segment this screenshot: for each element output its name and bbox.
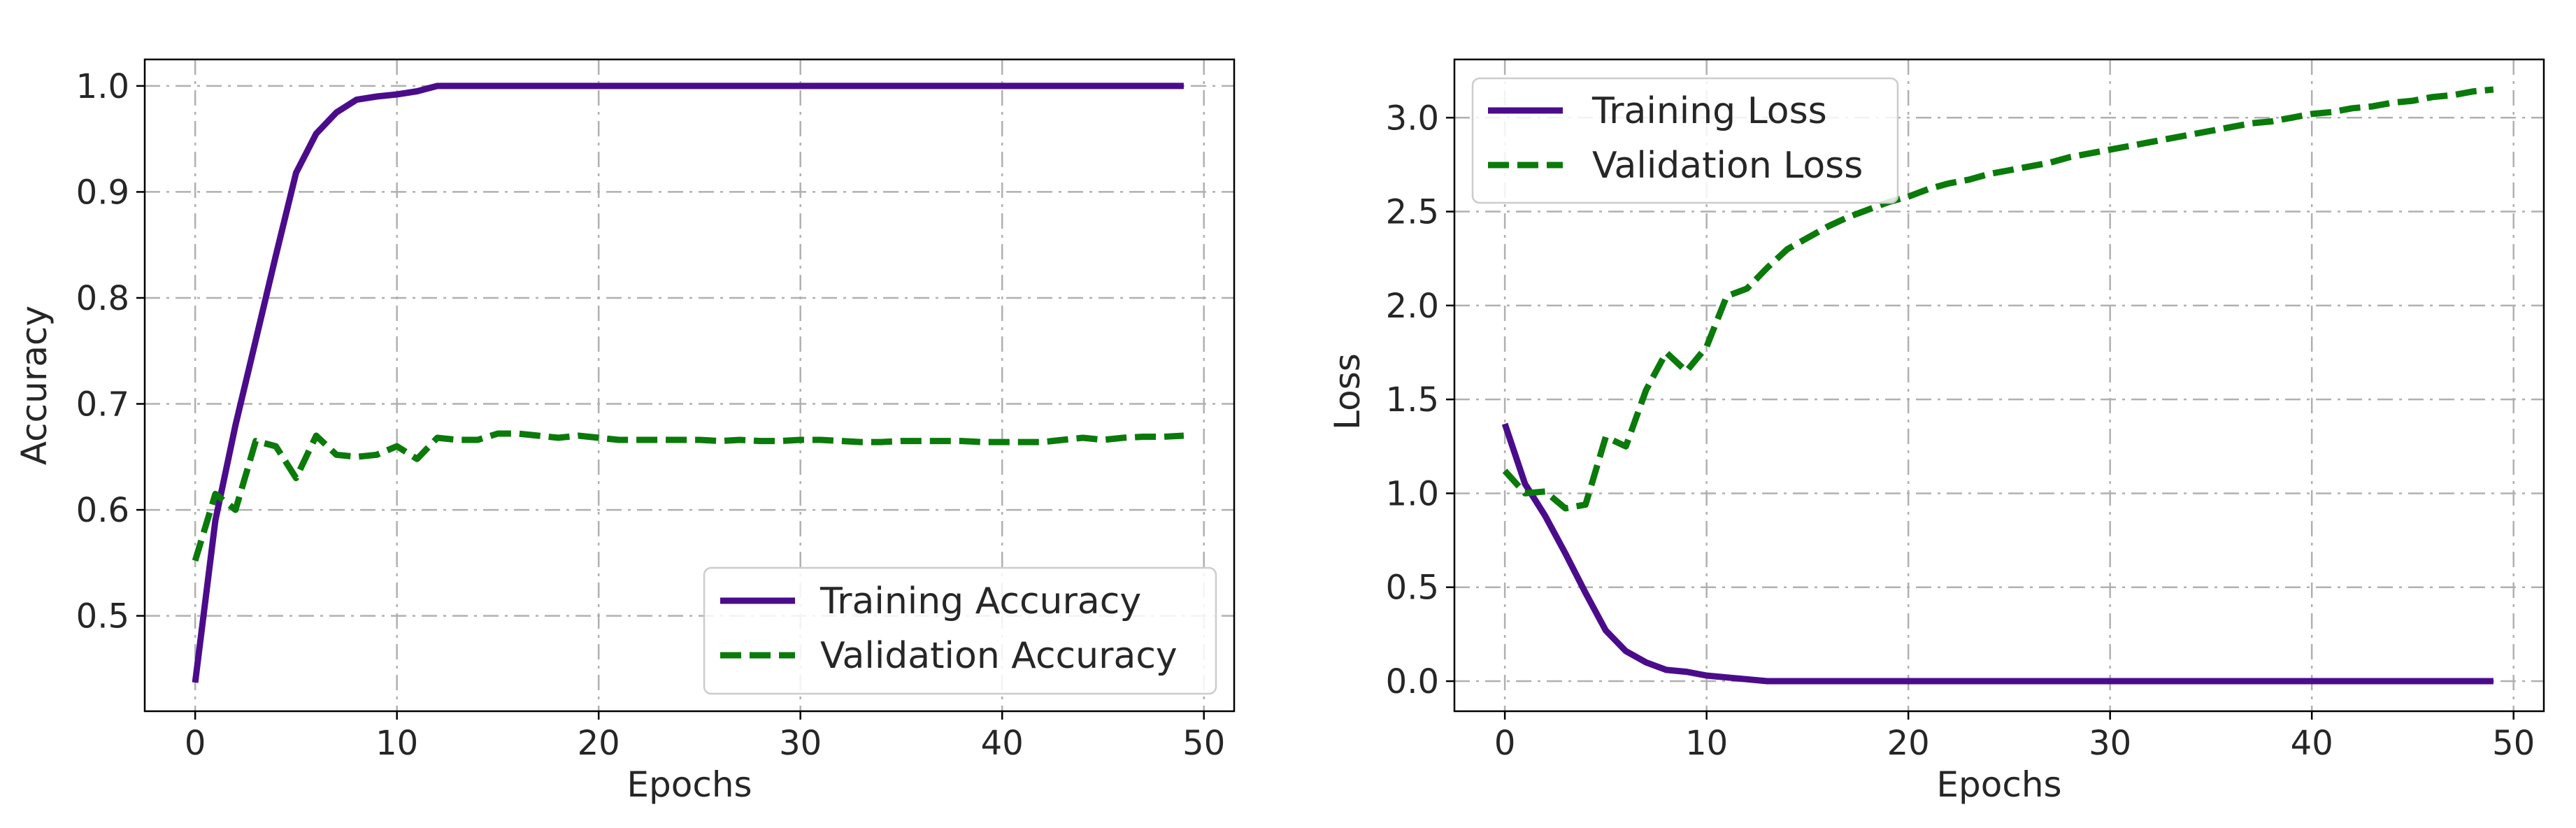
loss-x-tick-label: 50 (2492, 724, 2535, 763)
loss-x-tick-label: 30 (2089, 724, 2131, 763)
accuracy-y-tick-label: 1.0 (76, 67, 129, 106)
accuracy-y-tick-label: 0.8 (76, 279, 129, 318)
loss-legend: Training Loss Validation Loss (1471, 77, 1899, 204)
loss-y-tick-label: 0.0 (1386, 662, 1439, 701)
loss-x-tick-label: 10 (1685, 724, 1728, 763)
accuracy-legend-validation-label: Validation Accuracy (820, 635, 1178, 677)
loss-y-tick-label: 1.0 (1386, 474, 1439, 513)
accuracy-y-tick-label: 0.7 (76, 385, 129, 424)
accuracy-legend-box (703, 566, 1217, 695)
loss-y-tick-label: 0.5 (1386, 569, 1439, 608)
loss-chart: 0 10 20 30 40 500.00.51.01.52.02.53.0 Epochs … (1327, 58, 2545, 805)
accuracy-series-training-line (192, 83, 1184, 683)
loss-x-tick-label: 0 (1494, 724, 1516, 763)
accuracy-x-tick-label: 20 (578, 724, 620, 763)
loss-y-tick-label: 2.5 (1386, 193, 1439, 232)
loss-series-training-line (1501, 422, 2493, 685)
accuracy-x-tick-label: 40 (981, 724, 1024, 763)
loss-y-axis-label: Loss (1327, 353, 1368, 430)
loss-legend-validation-label: Validation Loss (1592, 145, 1863, 187)
accuracy-legend-training-label: Training Accuracy (820, 580, 1141, 622)
accuracy-plot-frame (143, 58, 1236, 713)
loss-x-tick-label: 40 (2291, 724, 2333, 763)
accuracy-x-tick-label: 50 (1182, 724, 1225, 763)
accuracy-chart: 0 10 20 30 40 50 0.5 0.6 0.7 0.8 0.9 1.0 Epochs Acc… (14, 58, 1236, 805)
loss-plot-frame (1453, 58, 2545, 713)
accuracy-y-tick-label: 0.9 (76, 173, 129, 212)
loss-legend-training-label: Training Loss (1591, 90, 1827, 132)
loss-y-tick-label: 3.0 (1386, 99, 1439, 138)
accuracy-x-tick-label: 0 (185, 724, 206, 763)
accuracy-series-validation-line (192, 430, 1185, 562)
accuracy-y-axis-label: Accuracy (14, 306, 55, 465)
loss-y-tick-label: 1.5 (1386, 380, 1439, 420)
accuracy-x-tick-label: 30 (779, 724, 822, 763)
accuracy-y-tick-label: 0.5 (76, 597, 129, 636)
loss-y-tick-label: 2.0 (1386, 287, 1439, 326)
accuracy-legend: Training Accuracy Validation Accuracy (703, 566, 1217, 695)
loss-series-validation-line (1502, 86, 2494, 512)
loss-x-tick-label: 20 (1887, 724, 1930, 763)
accuracy-x-axis-label: Epochs (627, 764, 752, 805)
loss-legend-box (1471, 77, 1899, 204)
loss-x-axis-label: Epochs (1936, 764, 2061, 805)
accuracy-y-tick-label: 0.6 (76, 491, 129, 530)
accuracy-x-tick-label: 10 (375, 724, 418, 763)
